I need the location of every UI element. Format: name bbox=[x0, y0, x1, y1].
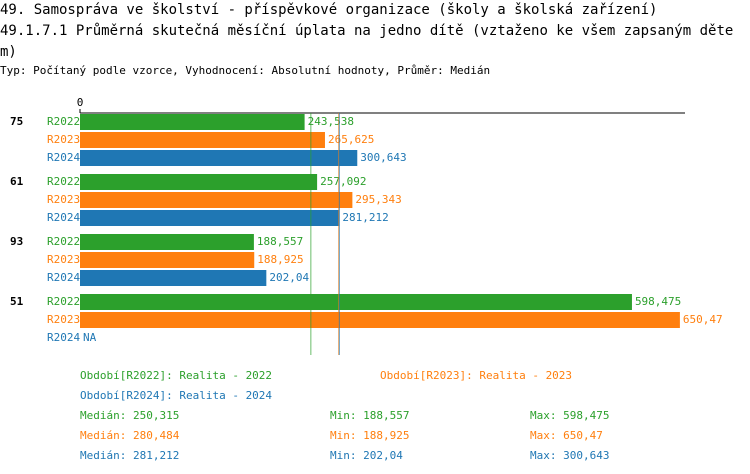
series-label: R2022 bbox=[47, 235, 80, 248]
series-label: R2023 bbox=[47, 193, 80, 206]
bar bbox=[80, 174, 318, 190]
value-label: 281,212 bbox=[342, 211, 388, 224]
bar bbox=[80, 294, 632, 310]
series-label: R2023 bbox=[47, 313, 80, 326]
value-label: 257,092 bbox=[320, 175, 366, 188]
stat-value: 188,925 bbox=[363, 429, 409, 442]
stat-name: Min: bbox=[330, 429, 357, 442]
series-label: R2024 bbox=[47, 271, 80, 284]
value-label: 300,643 bbox=[360, 151, 406, 164]
bar bbox=[80, 252, 255, 268]
title: 49. Samospráva ve školství - příspěvkové… bbox=[0, 2, 658, 18]
stat: Medián: 250,315 bbox=[80, 409, 179, 422]
bar bbox=[80, 210, 340, 226]
bar bbox=[80, 312, 680, 328]
stat: Min: 188,557 bbox=[330, 409, 409, 422]
value-label: 650,47 bbox=[683, 313, 723, 326]
value-label: 188,557 bbox=[257, 235, 303, 248]
x-tick-label: 0 bbox=[77, 96, 84, 109]
stat-name: Medián: bbox=[80, 409, 126, 422]
stat: Min: 202,04 bbox=[330, 449, 403, 462]
stat-value: 281,212 bbox=[133, 449, 179, 462]
category-label: 51 bbox=[10, 295, 24, 308]
stat: Medián: 281,212 bbox=[80, 449, 179, 462]
series-label: R2023 bbox=[47, 133, 80, 146]
legend-entry: Období[R2022]: Realita - 2022 bbox=[80, 369, 272, 382]
stat: Min: 188,925 bbox=[330, 429, 409, 442]
stat-name: Max: bbox=[530, 429, 557, 442]
value-label: 188,925 bbox=[257, 253, 303, 266]
value-label: 243,538 bbox=[308, 115, 354, 128]
value-label: 265,625 bbox=[328, 133, 374, 146]
category-label: 61 bbox=[10, 175, 24, 188]
bar bbox=[80, 150, 358, 166]
description: Typ: Počítaný podle vzorce, Vyhodnocení:… bbox=[0, 64, 491, 77]
stat-value: 250,315 bbox=[133, 409, 179, 422]
value-label: 295,343 bbox=[355, 193, 401, 206]
value-label: NA bbox=[83, 331, 97, 344]
stat-value: 650,47 bbox=[563, 429, 603, 442]
stat-value: 280,484 bbox=[133, 429, 180, 442]
series-label: R2024 bbox=[47, 331, 80, 344]
subtitle: 49.1.7.1 Průměrná skutečná měsíční úplat… bbox=[0, 23, 734, 60]
stat: Max: 300,643 bbox=[530, 449, 609, 462]
category-label: 93 bbox=[10, 235, 23, 248]
stat-value: 188,557 bbox=[363, 409, 409, 422]
stat: Max: 650,47 bbox=[530, 429, 603, 442]
series-label: R2022 bbox=[47, 115, 80, 128]
bar bbox=[80, 192, 353, 208]
legend-entry: Období[R2023]: Realita - 2023 bbox=[380, 369, 572, 382]
stat-name: Min: bbox=[330, 409, 357, 422]
stat: Medián: 280,484 bbox=[80, 429, 180, 442]
stat-name: Max: bbox=[530, 409, 557, 422]
stat-name: Max: bbox=[530, 449, 557, 462]
stat-value: 202,04 bbox=[363, 449, 403, 462]
legend-entry: Období[R2024]: Realita - 2024 bbox=[80, 389, 272, 402]
value-label: 598,475 bbox=[635, 295, 681, 308]
stat-name: Medián: bbox=[80, 449, 126, 462]
bar bbox=[80, 132, 325, 148]
stat-name: Medián: bbox=[80, 429, 126, 442]
header: 49. Samospráva ve školství - příspěvkové… bbox=[0, 0, 750, 90]
series-label: R2022 bbox=[47, 295, 80, 308]
stat-value: 598,475 bbox=[563, 409, 609, 422]
value-label: 202,04 bbox=[269, 271, 309, 284]
series-label: R2024 bbox=[47, 151, 80, 164]
stat-name: Min: bbox=[330, 449, 357, 462]
series-label: R2022 bbox=[47, 175, 80, 188]
stat-value: 300,643 bbox=[563, 449, 609, 462]
series-label: R2024 bbox=[47, 211, 80, 224]
stat: Max: 598,475 bbox=[530, 409, 609, 422]
category-label: 75 bbox=[10, 115, 23, 128]
bar bbox=[80, 270, 267, 286]
bar bbox=[80, 114, 305, 130]
series-label: R2023 bbox=[47, 253, 80, 266]
bar bbox=[80, 234, 254, 250]
